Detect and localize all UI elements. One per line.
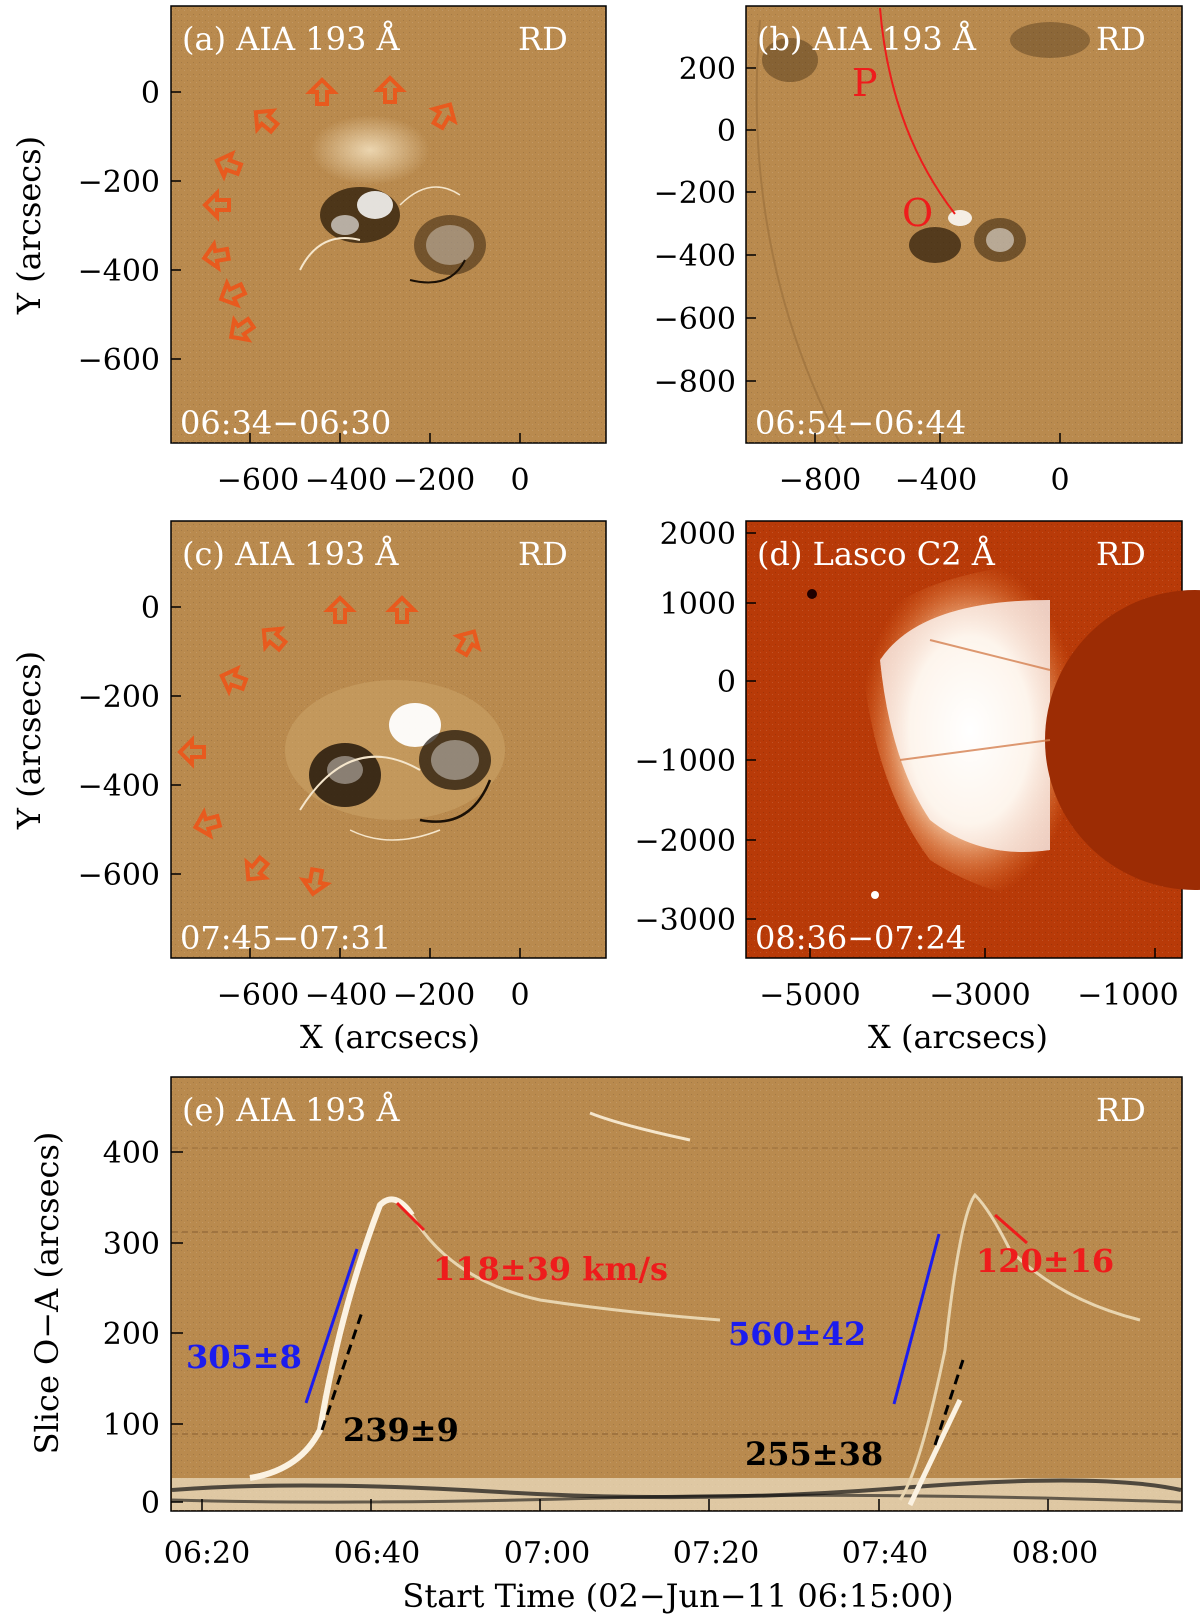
panel-e-ytick-2: 200 xyxy=(103,1317,160,1352)
panel-a-ticks xyxy=(171,91,521,443)
panel-b-ytick-1: 0 xyxy=(717,114,736,149)
panel-b-ytick-5: −800 xyxy=(654,365,736,400)
panel-e: 118±39 km/s 305±8 239±9 560±42 120±16 25… xyxy=(28,1076,1183,1615)
panel-e-xtick-0: 06:20 xyxy=(164,1536,250,1571)
panel-e-xtick-2: 07:00 xyxy=(504,1536,590,1571)
panel-d-label: (d) Lasco C2 Å xyxy=(757,535,996,573)
panel-a-ytick-0: 0 xyxy=(141,76,160,111)
panel-b-ticks xyxy=(746,67,1061,443)
panel-e-xtick-5: 08:00 xyxy=(1012,1536,1098,1571)
panel-e-xlabel: Start Time (02−Jun−11 06:15:00) xyxy=(402,1577,953,1615)
velocity-blue-right: 560±42 xyxy=(728,1315,866,1353)
panel-e-ytick-4: 0 xyxy=(141,1486,160,1521)
occulter-disk xyxy=(1045,590,1200,890)
fit-line-red-left xyxy=(395,1201,426,1232)
panel-d-time: 08:36−07:24 xyxy=(755,919,966,957)
panel-d-ticks xyxy=(746,532,1156,958)
panel-c-label: (c) AIA 193 Å xyxy=(182,535,399,573)
active-region-c xyxy=(285,680,505,841)
panel-b-ytick-4: −600 xyxy=(654,302,736,337)
panel-a-ytick-3: −600 xyxy=(78,343,160,378)
panel-b-xtick-1: −400 xyxy=(895,463,977,498)
marker-P: P xyxy=(852,61,878,105)
panel-d-ytick-0: 2000 xyxy=(660,517,736,552)
active-region-a xyxy=(299,186,486,284)
panel-e-xtick-4: 07:40 xyxy=(842,1536,928,1571)
slice-path xyxy=(879,7,956,215)
panel-b-ytick-3: −400 xyxy=(654,239,736,274)
panel-e-xtick-3: 07:20 xyxy=(673,1536,759,1571)
panel-a-time: 06:34−06:30 xyxy=(180,404,391,442)
panel-a-xtick-1: −400 xyxy=(305,463,387,498)
panel-c-ytick-2: −400 xyxy=(78,769,160,804)
panel-a-xtick-2: −200 xyxy=(393,463,475,498)
panel-d: (d) Lasco C2 Å RD 08:36−07:24 2000 1000 … xyxy=(635,517,1200,1056)
panel-d-ytick-1: 1000 xyxy=(660,587,736,622)
panel-a-ytick-1: −200 xyxy=(78,165,160,200)
velocity-red-right: 120±16 xyxy=(976,1242,1114,1280)
panel-e-ylabel: Slice O−A (arcsecs) xyxy=(28,1132,66,1455)
panel-d-ytick-3: −1000 xyxy=(635,744,736,779)
cme-structure xyxy=(807,560,1200,901)
panel-a-tag: RD xyxy=(518,20,568,58)
velocity-black-left: 239±9 xyxy=(343,1411,459,1449)
panel-e-ytick-3: 100 xyxy=(103,1408,160,1443)
panel-c-tag: RD xyxy=(518,535,568,573)
arrows-a xyxy=(201,75,458,343)
panel-e-tag: RD xyxy=(1096,1091,1146,1129)
panel-c-xtick-0: −600 xyxy=(217,978,299,1013)
panel-e-ticks xyxy=(171,1151,1049,1511)
panel-c-xtick-3: 0 xyxy=(510,978,529,1013)
panel-b-xtick-0: −800 xyxy=(779,463,861,498)
panel-e-ytick-1: 300 xyxy=(103,1227,160,1262)
velocity-red-left: 118±39 km/s xyxy=(433,1250,668,1288)
fit-line-black-left xyxy=(320,1311,364,1431)
fit-line-red-right xyxy=(994,1213,1028,1245)
panel-d-xlabel: X (arcsecs) xyxy=(868,1018,1048,1056)
panel-b-time: 06:54−06:44 xyxy=(755,404,966,442)
panel-c-xtick-2: −200 xyxy=(393,978,475,1013)
panel-e-ytick-0: 400 xyxy=(103,1136,160,1171)
panel-b-label: (b) AIA 193 Å xyxy=(757,20,977,58)
fit-line-blue-right xyxy=(892,1233,941,1405)
arrows-c xyxy=(177,595,482,897)
panel-a-xtick-3: 0 xyxy=(510,463,529,498)
panel-c-ytick-0: 0 xyxy=(141,591,160,626)
marker-O: O xyxy=(902,191,933,235)
panel-d-xtick-1: −3000 xyxy=(929,978,1030,1013)
panel-b-ytick-0: 200 xyxy=(679,52,736,87)
velocity-black-right: 255±38 xyxy=(745,1435,883,1473)
panel-e-label: (e) AIA 193 Å xyxy=(182,1091,400,1129)
panel-d-ytick-2: 0 xyxy=(717,665,736,700)
panel-b: P O (b) AIA 193 Å RD 06:54−06:44 200 0 −… xyxy=(654,5,1183,498)
panel-c-ytick-3: −600 xyxy=(78,858,160,893)
panel-c-xtick-1: −400 xyxy=(305,978,387,1013)
panel-b-tag: RD xyxy=(1096,20,1146,58)
panel-c-ytick-1: −200 xyxy=(78,680,160,715)
panel-d-ytick-5: −3000 xyxy=(635,903,736,938)
panel-a-label: (a) AIA 193 Å xyxy=(182,20,401,58)
panel-a-ylabel: Y (arcsecs) xyxy=(10,136,48,315)
panel-a-ytick-2: −400 xyxy=(78,254,160,289)
panel-d-tag: RD xyxy=(1096,535,1146,573)
panel-e-xtick-1: 06:40 xyxy=(334,1536,420,1571)
active-region-b xyxy=(762,22,1090,263)
velocity-blue-left: 305±8 xyxy=(186,1338,302,1376)
panel-c: (c) AIA 193 Å RD 07:45−07:31 0 −200 −400… xyxy=(10,520,607,1056)
panel-b-xtick-2: 0 xyxy=(1050,463,1069,498)
panel-a: (a) AIA 193 Å RD 06:34−06:30 0 −200 −400… xyxy=(10,5,607,498)
timeslice-features xyxy=(171,1111,1182,1510)
panel-b-ytick-2: −200 xyxy=(654,176,736,211)
panel-c-time: 07:45−07:31 xyxy=(180,919,391,957)
fit-line-blue-left xyxy=(304,1248,359,1404)
panel-d-ytick-4: −2000 xyxy=(635,824,736,859)
panel-d-xtick-2: −1000 xyxy=(1077,978,1178,1013)
panel-c-xlabel: X (arcsecs) xyxy=(300,1018,480,1056)
panel-d-xtick-0: −5000 xyxy=(759,978,860,1013)
panel-c-ylabel: Y (arcsecs) xyxy=(10,651,48,830)
panel-c-ticks xyxy=(171,606,521,958)
panel-a-xtick-0: −600 xyxy=(217,463,299,498)
